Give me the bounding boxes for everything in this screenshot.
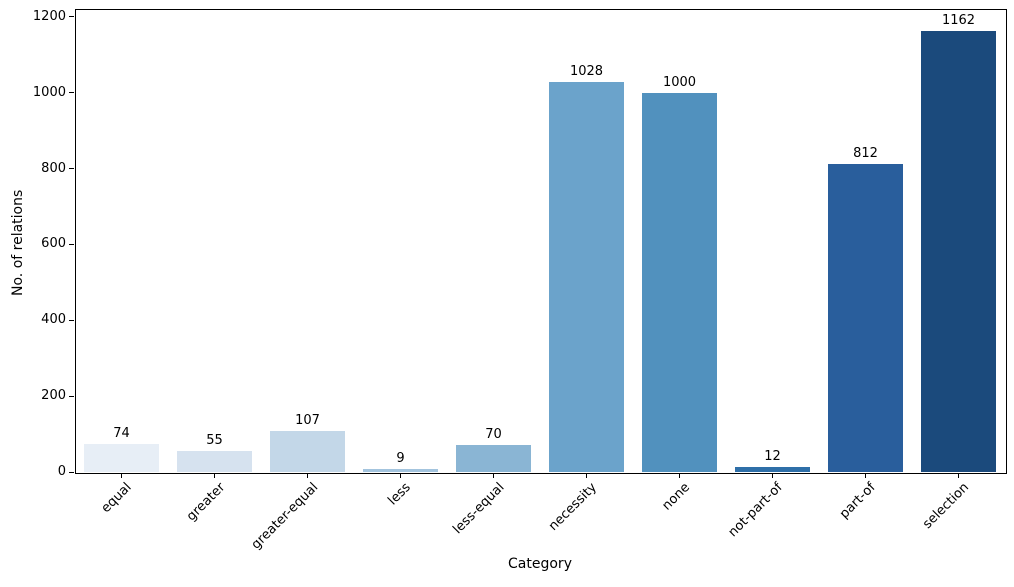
bar-value-label: 9: [396, 450, 405, 466]
bar-greater: [177, 451, 252, 472]
y-tick-label: 200: [41, 388, 66, 404]
x-tick-label: less-equal: [449, 480, 508, 538]
bar-value-label: 70: [485, 427, 502, 443]
bar-value-label: 12: [764, 449, 781, 465]
bar-less: [363, 468, 438, 472]
x-tick-label: none: [659, 480, 694, 514]
x-tick-mark: [493, 473, 494, 478]
bar-equal: [84, 443, 159, 472]
x-tick-label: necessity: [546, 480, 601, 534]
bar-selection: [921, 31, 996, 472]
y-tick-mark: [69, 168, 74, 170]
x-tick-mark: [307, 473, 308, 478]
bar-value-label: 812: [853, 146, 878, 162]
y-tick-label: 400: [41, 312, 66, 328]
x-tick-mark: [400, 473, 401, 478]
x-tick-label: less: [385, 480, 415, 509]
y-tick-mark: [69, 243, 74, 245]
x-tick-label: selection: [920, 480, 973, 532]
x-tick-mark: [958, 473, 959, 478]
x-tick-label: equal: [98, 480, 136, 517]
bar-less-equal: [456, 445, 531, 472]
bar-greater-equal: [270, 431, 345, 472]
y-tick-label: 1000: [32, 84, 66, 100]
bar-value-label: 1028: [569, 64, 604, 80]
x-tick-mark: [865, 473, 866, 478]
x-tick-mark: [586, 473, 587, 478]
y-tick-mark: [69, 16, 74, 18]
x-tick-mark: [679, 473, 680, 478]
bar-value-label: 1162: [941, 13, 976, 29]
x-tick-label: greater-equal: [248, 480, 322, 553]
x-tick-label: not-part-of: [725, 480, 787, 541]
y-tick-label: 0: [57, 464, 66, 479]
x-tick-mark: [772, 473, 773, 478]
y-tick-mark: [69, 92, 74, 94]
y-tick-mark: [69, 395, 74, 397]
y-tick-mark: [69, 319, 74, 321]
bar-necessity: [549, 82, 624, 472]
bar-value-label: 74: [113, 425, 130, 441]
x-axis-label: Category: [508, 556, 572, 572]
y-tick-label: 600: [41, 236, 66, 252]
y-tick-label: 1200: [32, 8, 66, 24]
x-tick-mark: [121, 473, 122, 478]
bar-part-of: [828, 164, 903, 472]
bar-value-label: 1000: [662, 74, 697, 90]
bar-none: [642, 92, 717, 472]
y-tick-label: 800: [41, 160, 66, 176]
x-tick-label: greater: [183, 480, 229, 525]
y-tick-mark: [69, 471, 74, 473]
x-tick-label: part-of: [837, 480, 880, 522]
bar-not-part-of: [735, 467, 810, 472]
bar-value-label: 107: [295, 413, 320, 429]
bar-value-label: 55: [206, 433, 223, 449]
x-tick-mark: [214, 473, 215, 478]
